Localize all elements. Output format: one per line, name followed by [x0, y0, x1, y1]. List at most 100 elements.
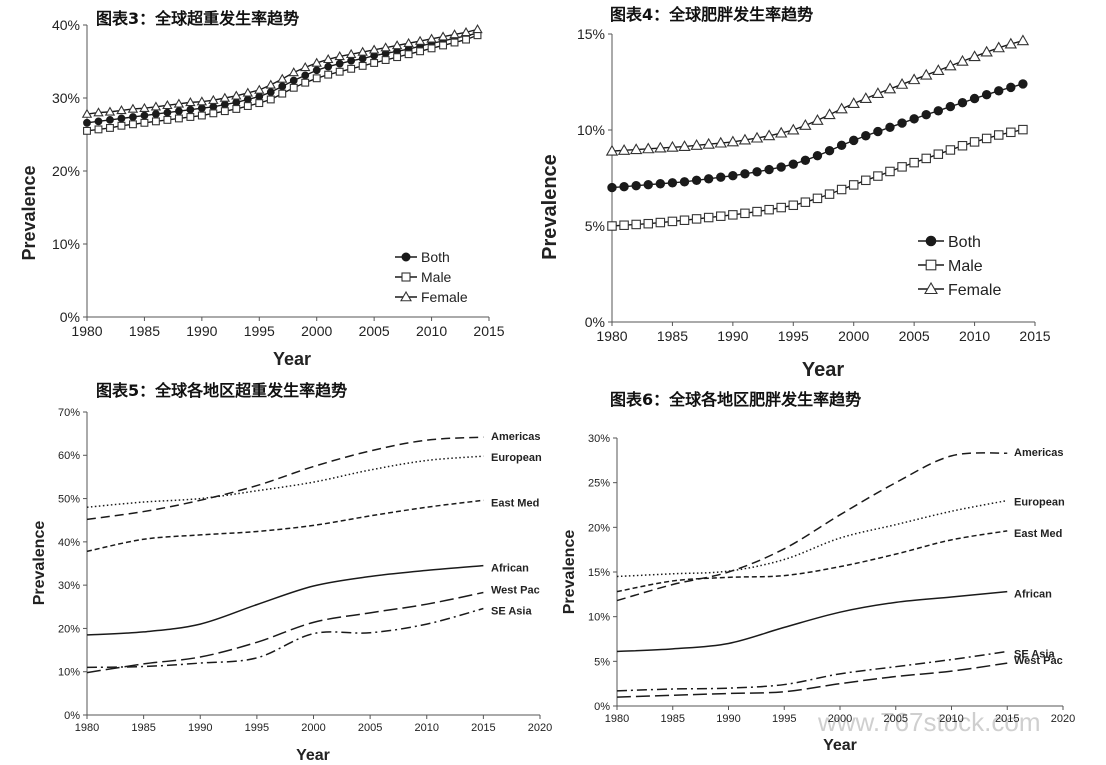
chart-3-both-point: [266, 88, 275, 97]
chart-4-male-point: [885, 166, 895, 177]
chart-3-male-point: [462, 35, 470, 44]
chart-4-both-point: [909, 114, 919, 124]
chart-4-female-point: [871, 87, 885, 99]
chart-3-both-point: [94, 117, 103, 126]
chart-4-both-point: [716, 172, 726, 182]
chart-6-series-americas-line: [616, 452, 1008, 602]
chart-3-x-tick-label: 1985: [129, 323, 160, 339]
chart-3-y-axis-label: Prevalence: [19, 165, 39, 260]
chart-3-both-point: [197, 104, 206, 113]
chart-4-female-point: [605, 144, 619, 156]
chart-3-female-point: [219, 92, 231, 102]
chart-4-both-point: [921, 109, 931, 120]
chart-3-both-point: [301, 71, 310, 80]
chart-4-x-tick-label: 2000: [838, 328, 869, 344]
chart-5-x-tick-label: 2010: [415, 722, 439, 734]
chart-3-female-point: [380, 42, 391, 52]
chart-4-female-point: [847, 97, 860, 108]
chart-4-male-point: [957, 140, 968, 151]
chart-4-both-point: [607, 182, 617, 193]
chart-4-female-point: [726, 135, 740, 147]
chart-3-legend-label-female: Female: [421, 289, 468, 305]
chart-6-series-label-east-med: East Med: [1014, 528, 1062, 540]
chart-3-male-point: [427, 44, 436, 53]
chart-4-female-point: [944, 59, 957, 71]
chart-4-legend-marker-both: [925, 235, 937, 247]
chart-3-x-tick-label: 2000: [301, 323, 332, 339]
chart-3-both-point: [117, 114, 126, 123]
chart-6-y-tick-label: 15%: [588, 567, 610, 579]
chart-4-female-point: [835, 102, 848, 114]
chart-4-female-point: [654, 141, 667, 153]
chart-4-male-point: [788, 200, 799, 211]
chart-6-series-label-se-asia: SE Asia: [1014, 649, 1055, 661]
chart-3-male-point: [186, 113, 195, 121]
chart-4-male-point: [836, 184, 847, 195]
chart-3-female-point: [460, 26, 472, 37]
chart-3-female-point: [127, 103, 139, 113]
chart-4-legend-label-female: Female: [948, 282, 1001, 299]
chart-5-series-label-americas: Americas: [491, 431, 541, 443]
chart-6-y-tick-label: 25%: [588, 478, 610, 490]
chart-6-x-tick-label: 1990: [716, 713, 740, 725]
chart-3-male-point: [289, 83, 298, 92]
chart-4-both-point: [740, 169, 750, 179]
chart-4-both-point: [873, 126, 883, 137]
chart-3-male-point: [404, 50, 413, 59]
chart-3-both-point: [232, 98, 241, 107]
chart-4-female-point: [738, 133, 752, 145]
chart-3-y-tick-label: 10%: [52, 236, 80, 252]
chart-3-male-point: [117, 121, 126, 130]
chart-4-male-point: [655, 217, 666, 228]
chart-3-legend-marker-female: [400, 290, 412, 302]
watermark: www.767stock.com: [817, 707, 1041, 737]
chart-3-legend-label-male: Male: [421, 269, 452, 285]
chart-3-both-point: [163, 108, 172, 117]
chart-6-series-african-line: [616, 590, 1008, 653]
chart-6-series-west-pac-line: [616, 662, 1008, 698]
chart-4-both-point: [679, 177, 690, 187]
chart-3-female-point: [334, 51, 345, 61]
chart-5-series-americas-line: [86, 436, 484, 521]
chart-4-x-tick-label: 1990: [717, 328, 748, 344]
chart-3-female-point: [368, 44, 380, 54]
chart-5-y-tick-label: 10%: [58, 667, 80, 679]
chart-3-y-tick-label: 40%: [52, 17, 80, 33]
chart-5-y-tick-label: 30%: [58, 580, 80, 592]
chart-5-series-label-european: European: [491, 452, 542, 464]
chart-3-x-axis-label: Year: [273, 349, 311, 369]
chart-4-y-axis-label: Prevalence: [539, 154, 561, 260]
chart-3-female-point: [139, 102, 150, 112]
chart-4-both-point: [812, 151, 823, 161]
chart-6-x-tick-label: 2020: [1051, 713, 1075, 725]
chart-3-x-tick-label: 1990: [186, 323, 217, 339]
chart-3-female-point: [426, 33, 437, 43]
chart-4-female-point: [702, 137, 715, 149]
chart-4-male-point: [861, 175, 871, 186]
chart-4-male-point: [619, 220, 629, 230]
chart-5-series-east-med-line: [86, 499, 484, 553]
chart-3-female-point: [93, 107, 104, 117]
chart-4-female-point: [1016, 34, 1030, 46]
chart-3-male-point: [416, 47, 425, 56]
chart-3-legend-marker-male: [401, 272, 411, 282]
chart-4-female-point: [762, 129, 776, 141]
chart-3-female-point: [403, 37, 414, 47]
chart-3-male-point: [450, 38, 459, 47]
chart-4-male-point: [800, 197, 811, 207]
chart-4-female-point: [629, 143, 643, 155]
chart-4-y-tick-label: 0%: [585, 314, 605, 330]
chart-5-x-tick-label: 2015: [471, 722, 495, 734]
chart-3-both-point: [152, 110, 160, 118]
chart-3-female-point: [254, 84, 265, 94]
chart-6-series-label-west-pac: West Pac: [1014, 655, 1063, 667]
chart-4-female-point: [980, 45, 993, 57]
chart-3-male-point: [220, 107, 229, 116]
chart-4-both-point: [728, 170, 738, 181]
chart-4-female-point: [642, 142, 655, 154]
chart-4-both-point: [933, 106, 944, 116]
chart-3-male-point: [83, 126, 91, 135]
chart-4-female-point: [787, 123, 800, 135]
chart-3-male-point: [381, 56, 390, 64]
chart-6-x-tick-label: 1995: [772, 713, 796, 725]
